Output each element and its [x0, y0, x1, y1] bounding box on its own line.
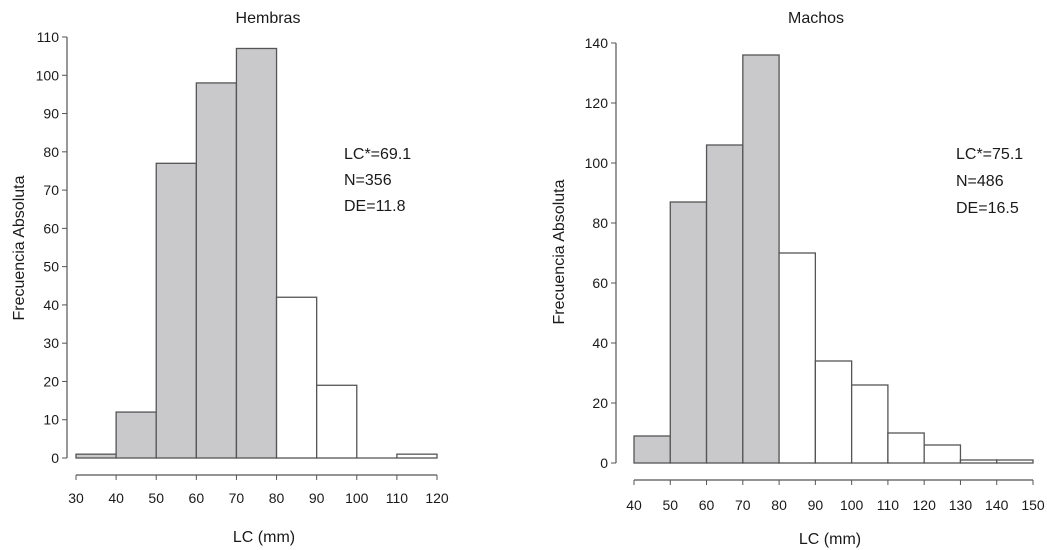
- y-tick-label: 50: [43, 259, 59, 275]
- x-tick-label: 40: [626, 497, 642, 513]
- stat-deviation: DE=11.8: [344, 198, 406, 215]
- y-tick-label: 20: [592, 395, 608, 411]
- y-tick-label: 0: [51, 450, 59, 466]
- histogram-bar: [923, 444, 962, 464]
- x-tick-label: 30: [68, 490, 84, 506]
- x-axis-title: LC (mm): [233, 529, 295, 546]
- histogram-hembras: Hembras Frecuencia Absoluta LC (mm) LC*=…: [11, 10, 449, 546]
- stat-mean: LC*=69.1: [344, 146, 411, 163]
- histogram-bar: [814, 360, 853, 464]
- y-tick-label: 40: [592, 335, 608, 351]
- stat-count: N=356: [344, 172, 392, 189]
- histogram-bar: [155, 162, 197, 459]
- y-tick-label: 110: [37, 29, 60, 45]
- stat-mean: LC*=75.1: [956, 146, 1023, 163]
- histogram-bar: [235, 47, 278, 459]
- y-tick-label: 10: [43, 412, 59, 428]
- y-tick-label: 30: [43, 335, 59, 351]
- x-tick-label: 140: [985, 497, 1009, 513]
- histogram-bar: [75, 453, 117, 459]
- stat-count: N=486: [956, 173, 1004, 190]
- histogram-bar: [959, 459, 998, 464]
- chart-title: Hembras: [236, 10, 301, 27]
- x-tick-label: 60: [189, 490, 205, 506]
- histogram-machos: Machos Frecuencia Absoluta LC (mm) LC*=7…: [551, 10, 1045, 548]
- y-tick-label: 0: [600, 455, 608, 471]
- y-tick-label: 80: [43, 144, 59, 160]
- y-axis-title: Frecuencia Absoluta: [551, 179, 568, 324]
- x-tick-label: 110: [877, 497, 900, 513]
- y-tick-label: 60: [592, 275, 608, 291]
- histogram-bar: [195, 82, 238, 459]
- x-tick-label: 80: [771, 497, 787, 513]
- x-tick-label: 120: [425, 490, 449, 506]
- x-tick-label: 80: [269, 490, 285, 506]
- histogram-bar: [742, 54, 780, 464]
- y-tick-label: 100: [585, 155, 609, 171]
- histogram-bar: [316, 384, 358, 459]
- histogram-bar: [887, 432, 925, 464]
- y-tick-label: 120: [585, 95, 609, 111]
- y-tick-label: 100: [36, 67, 60, 83]
- y-axis-title: Frecuencia Absoluta: [11, 175, 28, 320]
- histogram-bar: [705, 144, 744, 464]
- x-tick-label: 120: [913, 497, 937, 513]
- x-tick-label: 50: [148, 490, 164, 506]
- y-tick-label: 140: [585, 35, 609, 51]
- y-tick-label: 80: [592, 215, 608, 231]
- x-axis-title: LC (mm): [799, 531, 861, 548]
- histogram-bar: [396, 453, 438, 459]
- histogram-bar: [633, 435, 671, 464]
- y-tick-label: 20: [43, 373, 59, 389]
- chart-title: Machos: [788, 10, 844, 27]
- histogram-bar: [778, 252, 817, 464]
- x-tick-label: 50: [662, 497, 678, 513]
- x-tick-label: 110: [386, 490, 409, 506]
- x-tick-label: 150: [1021, 497, 1045, 513]
- x-tick-label: 60: [699, 497, 715, 513]
- y-tick-label: 60: [43, 220, 59, 236]
- histogram-bar: [115, 411, 157, 459]
- histogram-bar: [275, 296, 318, 459]
- histogram-bar: [669, 201, 708, 464]
- x-tick-label: 40: [108, 490, 124, 506]
- y-tick-label: 40: [43, 297, 59, 313]
- x-tick-label: 70: [229, 490, 245, 506]
- x-tick-label: 100: [840, 497, 864, 513]
- y-tick-label: 90: [43, 106, 59, 122]
- x-tick-label: 90: [309, 490, 325, 506]
- x-tick-label: 90: [808, 497, 824, 513]
- histogram-bar: [996, 459, 1034, 464]
- y-tick-label: 70: [43, 182, 59, 198]
- x-tick-label: 100: [345, 490, 369, 506]
- stat-deviation: DE=16.5: [956, 200, 1019, 217]
- histogram-bar: [850, 384, 889, 464]
- x-tick-label: 130: [949, 497, 973, 513]
- x-tick-label: 70: [735, 497, 751, 513]
